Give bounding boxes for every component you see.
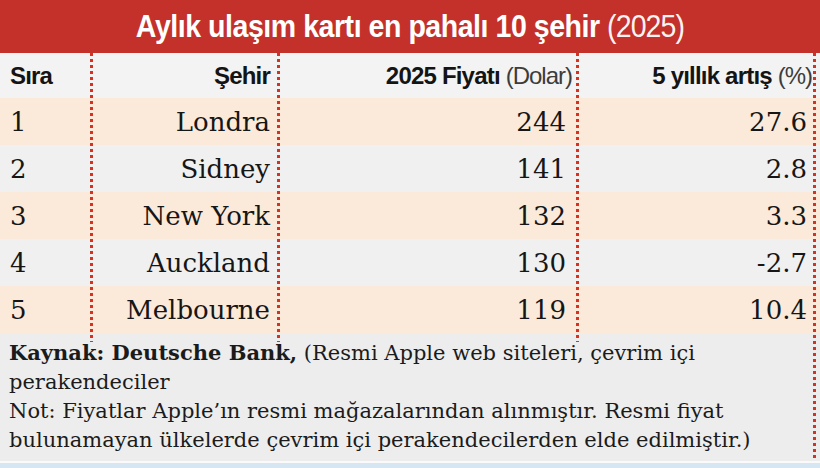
column-header-rank: Sıra bbox=[0, 62, 92, 90]
column-header-price-label: 2025 Fiyatı bbox=[386, 62, 500, 89]
footer-notes: Kaynak: Deutsche Bank, (Resmi Apple web … bbox=[0, 333, 820, 461]
title-year-text: (2025) bbox=[607, 9, 684, 44]
rank-cell: 2 bbox=[0, 154, 92, 184]
page-title: Aylık ulaşım kartı en pahalı 10 şehir (2… bbox=[136, 9, 684, 45]
bottom-accent-strip bbox=[0, 461, 820, 468]
rank-cell: 3 bbox=[0, 201, 92, 231]
column-divider-dotted bbox=[576, 53, 579, 342]
column-header-change-label: 5 yıllık artış bbox=[652, 62, 772, 89]
city-cell: New York bbox=[92, 201, 279, 231]
column-header-change: 5 yıllık artış (%) bbox=[578, 62, 820, 90]
city-cell: Londra bbox=[92, 107, 279, 137]
right-edge-divider-dotted bbox=[813, 53, 816, 461]
price-cell: 130 bbox=[279, 248, 578, 278]
rank-cell: 5 bbox=[0, 295, 92, 325]
table-row: 1 Londra 244 27.6 bbox=[0, 98, 820, 145]
column-divider-dotted bbox=[277, 53, 280, 342]
column-header-price-unit: (Dolar) bbox=[506, 62, 572, 89]
column-header-city: Şehir bbox=[92, 62, 279, 90]
title-bar: Aylık ulaşım kartı en pahalı 10 şehir (2… bbox=[0, 0, 820, 53]
table-row: 4 Auckland 130 -2.7 bbox=[0, 239, 820, 286]
source-line: Kaynak: Deutsche Bank, (Resmi Apple web … bbox=[9, 338, 810, 397]
table-row: 2 Sidney 141 2.8 bbox=[0, 145, 820, 192]
rank-cell: 1 bbox=[0, 107, 92, 137]
table-row: 3 New York 132 3.3 bbox=[0, 192, 820, 239]
city-cell: Melbourne bbox=[92, 295, 279, 325]
price-cell: 119 bbox=[279, 295, 578, 325]
price-cell: 244 bbox=[279, 107, 578, 137]
change-cell: 3.3 bbox=[578, 201, 820, 231]
change-cell: 27.6 bbox=[578, 107, 820, 137]
column-header-change-unit: (%) bbox=[778, 62, 812, 89]
change-cell: -2.7 bbox=[578, 248, 820, 278]
table-row: 5 Melbourne 119 10.4 bbox=[0, 286, 820, 333]
rank-cell: 4 bbox=[0, 248, 92, 278]
price-table: Sıra Şehir 2025 Fiyatı (Dolar) 5 yıllık … bbox=[0, 53, 820, 333]
change-cell: 10.4 bbox=[578, 295, 820, 325]
price-cell: 141 bbox=[279, 154, 578, 184]
note-line: Not: Fiyatlar Apple’ın resmi mağazaların… bbox=[9, 397, 810, 455]
transport-card-infographic: Aylık ulaşım kartı en pahalı 10 şehir (2… bbox=[0, 0, 820, 468]
source-label: Kaynak: Deutsche Bank, bbox=[9, 340, 297, 365]
change-cell: 2.8 bbox=[578, 154, 820, 184]
column-header-price: 2025 Fiyatı (Dolar) bbox=[279, 62, 578, 90]
column-divider-dotted bbox=[90, 53, 93, 342]
price-cell: 132 bbox=[279, 201, 578, 231]
table-header-row: Sıra Şehir 2025 Fiyatı (Dolar) 5 yıllık … bbox=[0, 53, 820, 98]
title-main-text: Aylık ulaşım kartı en pahalı 10 şehir bbox=[136, 9, 600, 44]
city-cell: Auckland bbox=[92, 248, 279, 278]
city-cell: Sidney bbox=[92, 154, 279, 184]
